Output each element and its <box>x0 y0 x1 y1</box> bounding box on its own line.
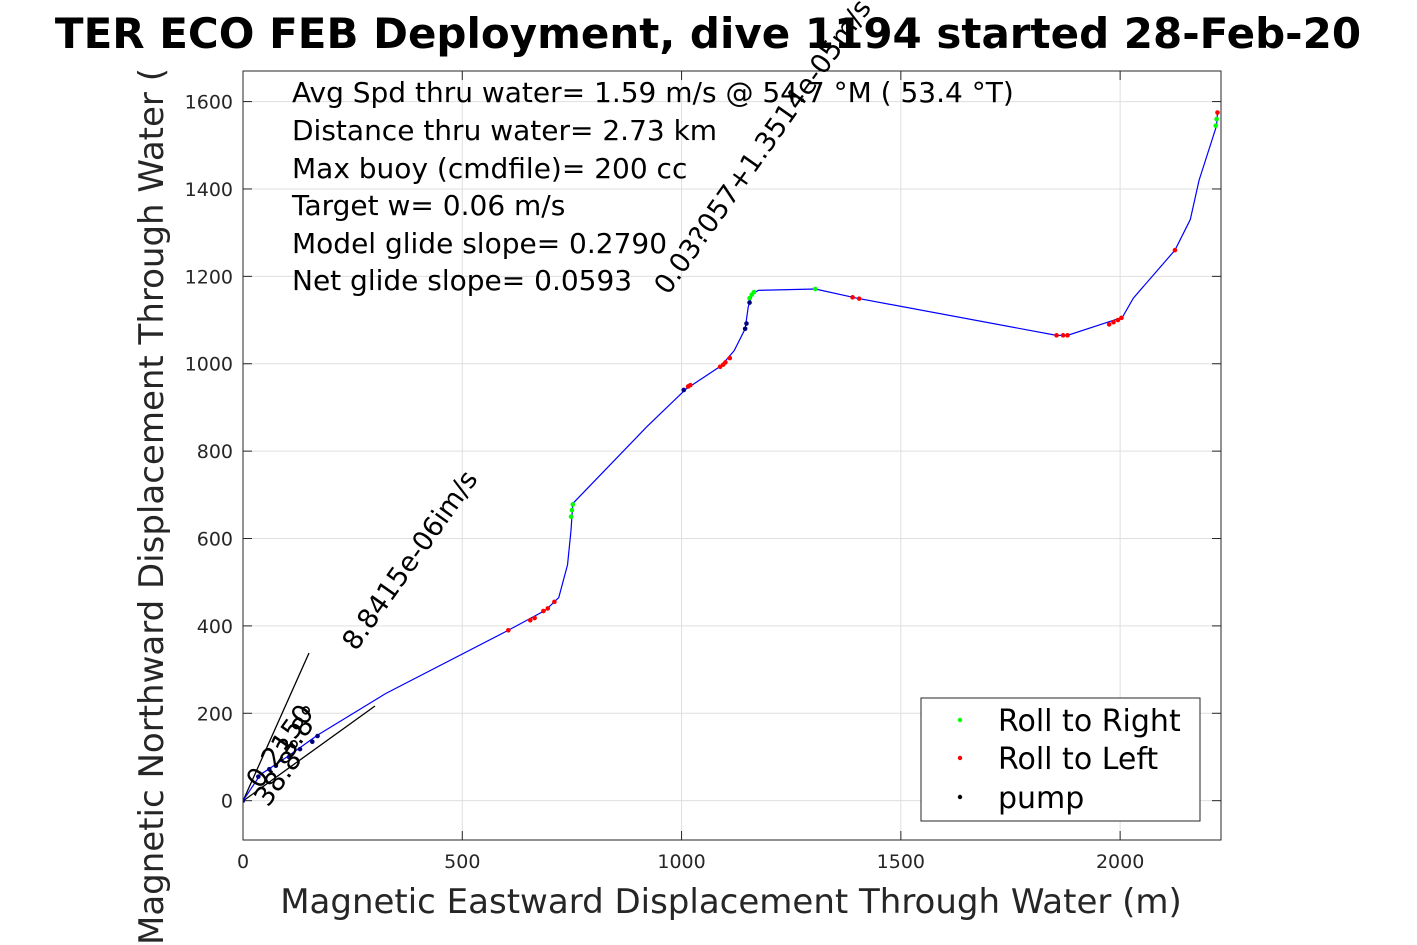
point-roll-to-right <box>570 502 576 507</box>
plot-frame <box>242 70 1222 841</box>
glide-guide-lines <box>243 652 376 802</box>
annotation-target-w: Target w= 0.06 m/s <box>291 189 565 222</box>
point-roll-to-left <box>1172 247 1178 253</box>
y-tick-label: 200 <box>197 703 233 725</box>
point-roll-to-left <box>532 615 537 621</box>
model-glide-line <box>243 652 310 802</box>
point-pump <box>243 798 246 803</box>
y-axis-label: Magnetic Northward Displacement Through … <box>132 68 172 945</box>
legend-marker-roll-right <box>957 717 963 723</box>
x-axis-label: Magnetic Eastward Displacement Through W… <box>280 882 1182 922</box>
grid-lines <box>242 71 1221 840</box>
point-roll-to-left <box>1054 333 1059 338</box>
point-pump <box>315 733 320 739</box>
x-tick-label: 0 <box>237 851 249 873</box>
point-roll-to-right <box>1214 116 1219 122</box>
y-tick-label: 1600 <box>185 92 233 114</box>
point-roll-to-right <box>751 289 757 295</box>
point-roll-to-right <box>568 514 574 519</box>
point-roll-to-left <box>1106 322 1112 327</box>
x-tick-label: 1500 <box>877 851 925 873</box>
y-tick-label: 0 <box>221 791 233 813</box>
point-pump <box>273 763 279 769</box>
annotation-avg-speed: Avg Spd thru water= 1.59 m/s @ 54.7 °M (… <box>292 76 1014 109</box>
point-roll-to-left <box>1065 333 1070 338</box>
data-points <box>243 110 1220 803</box>
point-roll-to-right <box>569 507 575 513</box>
legend-label-roll-right: Roll to Right <box>998 704 1181 739</box>
point-pump <box>286 754 292 760</box>
point-pump <box>256 774 261 779</box>
point-pump <box>744 321 749 326</box>
point-roll-to-right <box>1213 123 1219 128</box>
point-roll-to-left <box>1060 333 1066 338</box>
point-pump <box>309 739 315 744</box>
point-roll-to-left <box>1111 319 1116 325</box>
point-roll-to-left <box>545 606 551 611</box>
point-pump <box>681 387 687 393</box>
stats-annotations: Avg Spd thru water= 1.59 m/s @ 54.7 °M (… <box>291 76 1014 297</box>
point-roll-to-left <box>541 608 546 614</box>
point-roll-to-left <box>527 617 533 623</box>
point-pump <box>267 766 272 772</box>
legend-label-roll-left: Roll to Left <box>998 742 1158 777</box>
legend: Roll to Right Roll to Left pump <box>920 697 1201 822</box>
annotation-distance: Distance thru water= 2.73 km <box>292 114 717 147</box>
annotation-max-buoy: Max buoy (cmdfile)= 200 cc <box>292 152 687 185</box>
point-roll-to-left <box>727 355 733 361</box>
point-roll-to-left <box>723 360 728 365</box>
legend-marker-pump <box>957 794 963 800</box>
x-tick-label: 1000 <box>657 851 705 873</box>
y-tick-label: 600 <box>197 529 233 551</box>
annotation-net-glide: Net glide slope= 0.0593 <box>292 264 632 297</box>
y-tick-label: 1200 <box>185 266 233 288</box>
x-tick-label: 2000 <box>1096 851 1144 873</box>
point-roll-to-right <box>747 295 752 301</box>
annotation-model-glide: Model glide slope= 0.2790 <box>292 227 667 260</box>
x-tick-label: 500 <box>444 851 480 873</box>
point-roll-to-left <box>856 296 862 301</box>
tick-labels: 0 500 1000 1500 2000 0 200 400 600 800 1000 1200 140… <box>185 71 1221 873</box>
legend-label-pump: pump <box>998 781 1084 816</box>
point-roll-to-right <box>813 286 818 292</box>
point-roll-to-left <box>552 599 557 605</box>
y-tick-label: 1000 <box>185 354 233 376</box>
point-roll-to-left <box>1215 110 1220 115</box>
point-pump <box>742 326 748 332</box>
chart-title: TER ECO FEB Deployment, dive 1194 starte… <box>55 9 1361 58</box>
point-roll-to-left <box>688 382 693 388</box>
legend-marker-roll-left <box>957 755 963 761</box>
point-roll-to-left <box>1115 317 1121 323</box>
point-pump <box>297 746 303 752</box>
point-roll-to-left <box>850 295 855 300</box>
point-roll-to-left <box>506 627 511 633</box>
net-glide-line <box>243 705 376 802</box>
point-pump <box>747 300 752 305</box>
legend-box <box>920 697 1201 822</box>
y-tick-label: 400 <box>197 616 233 638</box>
y-tick-label: 1400 <box>185 179 233 201</box>
y-tick-label: 800 <box>197 441 233 463</box>
point-roll-to-left <box>1119 315 1124 321</box>
